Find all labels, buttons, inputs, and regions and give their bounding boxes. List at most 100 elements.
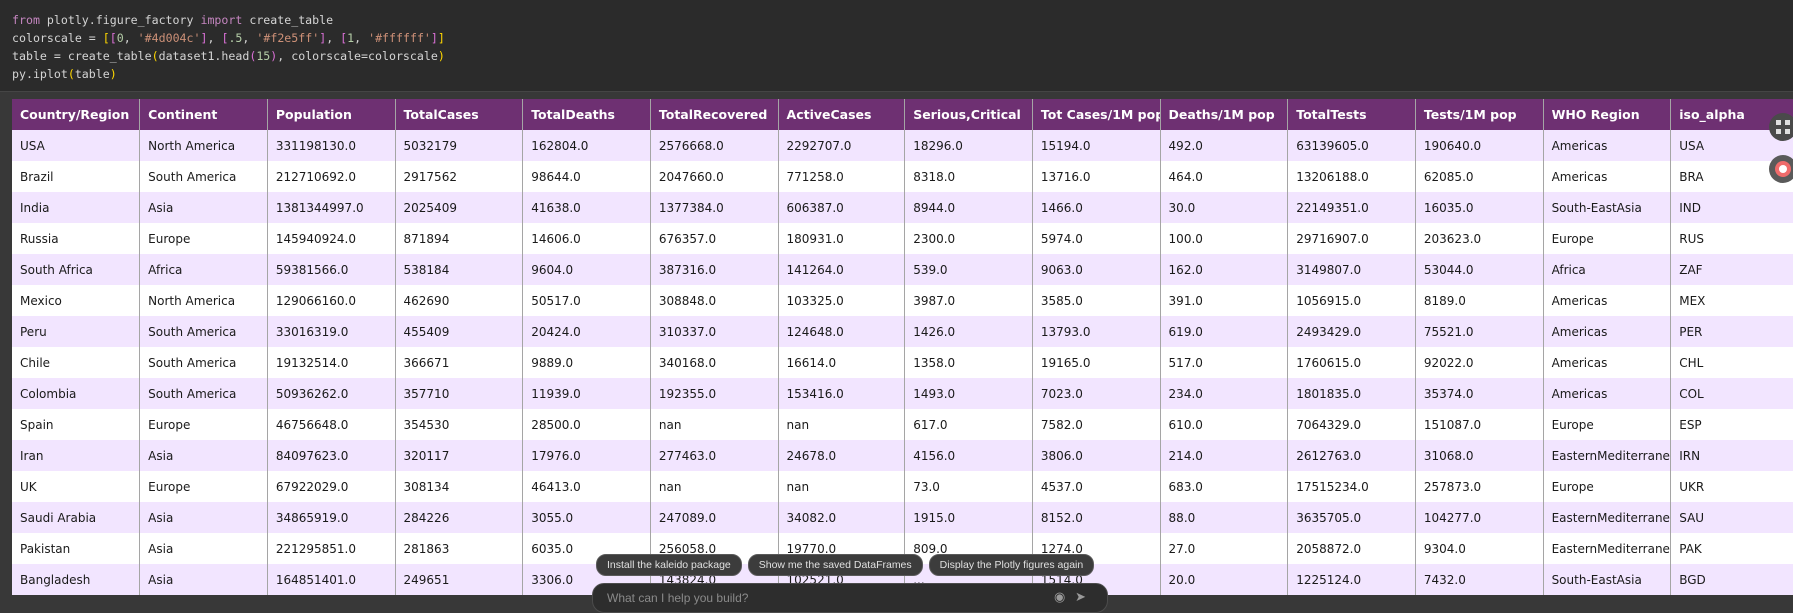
table-cell: 310337.0 bbox=[650, 316, 779, 347]
prompt-input[interactable]: What can I help you build? ◉ ➤ bbox=[592, 583, 1108, 613]
table-cell: 63139605.0 bbox=[1287, 130, 1416, 161]
table-cell: ZAF bbox=[1670, 254, 1793, 285]
table-cell: 103325.0 bbox=[778, 285, 906, 316]
table-cell: Asia bbox=[139, 533, 268, 564]
table-cell: 247089.0 bbox=[650, 502, 779, 533]
table-row: Iran Asia 84097623.0 320117 17976.0 277463.0 2… bbox=[12, 440, 1793, 471]
column-header: Tests/1M pop bbox=[1415, 99, 1544, 130]
table-cell: 19132514.0 bbox=[267, 347, 396, 378]
table-row: Spain Europe 46756648.0 354530 28500.0 nan nan… bbox=[12, 409, 1793, 440]
table-cell: Europe bbox=[139, 409, 268, 440]
table-cell: 7064329.0 bbox=[1287, 409, 1416, 440]
table-cell: 366671 bbox=[395, 347, 524, 378]
table-cell: South America bbox=[139, 347, 268, 378]
table-cell: 340168.0 bbox=[650, 347, 779, 378]
table-cell: MEX bbox=[1670, 285, 1793, 316]
code-editor[interactable]: from plotly.figure_factory import create… bbox=[12, 11, 1781, 83]
column-header: Deaths/1M pop bbox=[1160, 99, 1289, 130]
table-cell: 1426.0 bbox=[904, 316, 1033, 347]
mic-icon[interactable]: ◉ bbox=[1054, 590, 1066, 605]
table-cell: 8189.0 bbox=[1415, 285, 1544, 316]
gemini-icon[interactable] bbox=[1769, 155, 1793, 183]
table-cell: 7432.0 bbox=[1415, 564, 1544, 595]
table-cell: 308134 bbox=[395, 471, 524, 502]
code-token: '#ffffff' bbox=[368, 31, 431, 45]
table-cell: 141264.0 bbox=[778, 254, 906, 285]
table-cell: 4156.0 bbox=[904, 440, 1033, 471]
table-header-row: Country/Region Continent Population TotalCa… bbox=[12, 99, 1793, 130]
table-cell: 31068.0 bbox=[1415, 440, 1544, 471]
table-cell: 492.0 bbox=[1160, 130, 1289, 161]
table-cell: 2025409 bbox=[395, 192, 524, 223]
table-cell: 24678.0 bbox=[778, 440, 906, 471]
table-cell: North America bbox=[139, 285, 268, 316]
table-cell: Iran bbox=[12, 440, 141, 471]
table-cell: 67922029.0 bbox=[267, 471, 396, 502]
code-cell[interactable]: from plotly.figure_factory import create… bbox=[0, 0, 1793, 92]
table-cell: 538184 bbox=[395, 254, 524, 285]
table-cell: USA bbox=[12, 130, 141, 161]
table-cell: 145940924.0 bbox=[267, 223, 396, 254]
column-header: TotalRecovered bbox=[650, 99, 779, 130]
table-cell: 517.0 bbox=[1160, 347, 1289, 378]
table-cell: 1493.0 bbox=[904, 378, 1033, 409]
table-cell: 7582.0 bbox=[1032, 409, 1161, 440]
table-cell: 129066160.0 bbox=[267, 285, 396, 316]
code-token: ) bbox=[270, 49, 278, 63]
table-cell: 151087.0 bbox=[1415, 409, 1544, 440]
table-cell: 13716.0 bbox=[1032, 161, 1161, 192]
table-cell: 221295851.0 bbox=[267, 533, 396, 564]
suggestion-chip[interactable]: Show me the saved DataFrames bbox=[747, 554, 923, 576]
table-cell: 16614.0 bbox=[778, 347, 906, 378]
table-cell: 214.0 bbox=[1160, 440, 1289, 471]
table-cell: 27.0 bbox=[1160, 533, 1289, 564]
code-token: , bbox=[123, 31, 138, 45]
table-cell: 1358.0 bbox=[904, 347, 1033, 378]
table-cell: 3149807.0 bbox=[1287, 254, 1416, 285]
send-icon[interactable]: ➤ bbox=[1075, 590, 1086, 605]
table-cell: 164851401.0 bbox=[267, 564, 396, 595]
table-row: Russia Europe 145940924.0 871894 14606.0 6763… bbox=[12, 223, 1793, 254]
table-cell: India bbox=[12, 192, 141, 223]
table-cell: 2058872.0 bbox=[1287, 533, 1416, 564]
table-cell: Asia bbox=[139, 502, 268, 533]
code-token: dataset1.head bbox=[158, 49, 250, 63]
table-cell: 354530 bbox=[395, 409, 524, 440]
table-cell: 391.0 bbox=[1160, 285, 1289, 316]
table-cell: 192355.0 bbox=[650, 378, 779, 409]
grid-icon[interactable] bbox=[1769, 113, 1793, 141]
code-token: ] bbox=[437, 31, 445, 45]
table-cell: Mexico bbox=[12, 285, 141, 316]
table-cell: PAK bbox=[1670, 533, 1793, 564]
code-token: py.iplot bbox=[12, 67, 68, 81]
column-header: Continent bbox=[139, 99, 268, 130]
table-cell: 190640.0 bbox=[1415, 130, 1544, 161]
table-cell: 676357.0 bbox=[650, 223, 779, 254]
table-cell: 41638.0 bbox=[522, 192, 651, 223]
table-cell: CHL bbox=[1670, 347, 1793, 378]
code-token: , bbox=[207, 31, 222, 45]
suggestion-chip[interactable]: Install the kaleido package bbox=[596, 554, 742, 576]
table-cell: 3585.0 bbox=[1032, 285, 1161, 316]
table-cell: 28500.0 bbox=[522, 409, 651, 440]
table-cell: 73.0 bbox=[904, 471, 1033, 502]
code-token: [ bbox=[102, 31, 110, 45]
table-cell: Asia bbox=[139, 192, 268, 223]
suggestion-chip[interactable]: Display the Plotly figures again bbox=[928, 554, 1095, 576]
table-cell: Americas bbox=[1543, 316, 1672, 347]
table-cell: SAU bbox=[1670, 502, 1793, 533]
table-cell: 871894 bbox=[395, 223, 524, 254]
code-token: ] bbox=[319, 31, 327, 45]
column-header: ActiveCases bbox=[778, 99, 906, 130]
code-token: 0 bbox=[116, 31, 124, 45]
table-cell: South-EastAsia bbox=[1543, 192, 1672, 223]
table-container: Country/Region Continent Population TotalCa… bbox=[12, 99, 1793, 597]
table-cell: RUS bbox=[1670, 223, 1793, 254]
table-cell: 50936262.0 bbox=[267, 378, 396, 409]
table-cell: 2047660.0 bbox=[650, 161, 779, 192]
code-token: '#f2e5ff' bbox=[256, 31, 320, 45]
code-token: ] bbox=[200, 31, 208, 45]
column-header: Country/Region bbox=[12, 99, 141, 130]
table-cell: 610.0 bbox=[1160, 409, 1289, 440]
table-cell: 162.0 bbox=[1160, 254, 1289, 285]
